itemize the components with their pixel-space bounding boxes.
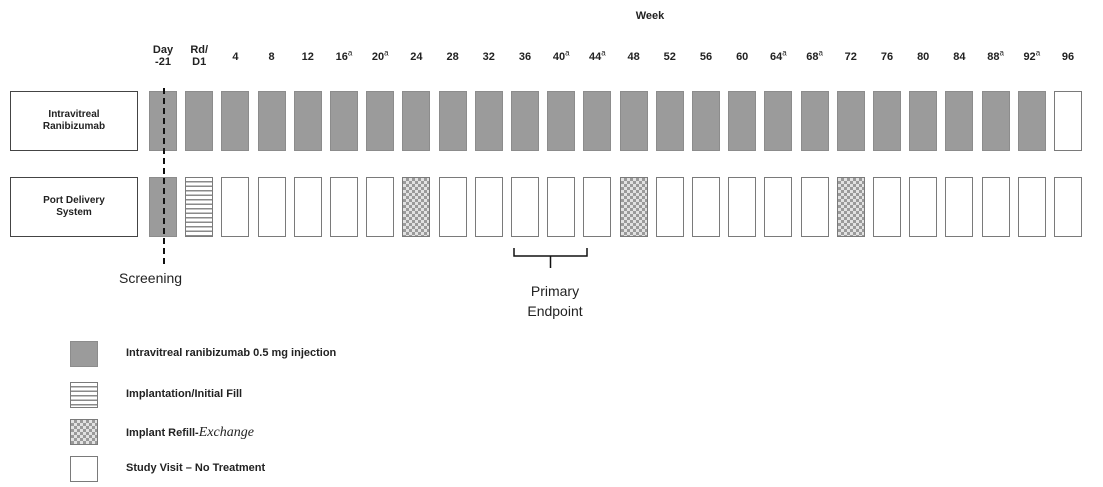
visit-cell-visit <box>981 177 1010 237</box>
visit-cell-visit <box>366 177 395 237</box>
column-header: 48 <box>627 51 640 63</box>
visit-cell-injection <box>547 91 576 151</box>
visit-cell-injection <box>619 91 648 151</box>
legend-label: Implant Refill-Exchange <box>126 425 254 440</box>
column-header: 24 <box>410 51 423 63</box>
visit-cell-injection <box>655 91 684 151</box>
column-header: Rd/D1 <box>190 44 209 68</box>
visit-cell-injection <box>366 91 395 151</box>
row-label-line: Ranibizumab <box>42 121 106 132</box>
visit-cell-visit <box>909 177 938 237</box>
visit-cell-injection <box>945 91 974 151</box>
column-header: 96 <box>1061 51 1075 63</box>
visit-cell-visit <box>583 177 612 237</box>
visit-cell-injection <box>1017 91 1046 151</box>
column-header: 84 <box>953 51 966 63</box>
visit-cell-injection <box>221 91 250 151</box>
column-header: 88a <box>987 48 1004 63</box>
visit-cell-visit <box>692 177 720 237</box>
visit-cell-visit <box>330 177 358 237</box>
visit-cell-visit <box>764 177 793 237</box>
column-header: 12 <box>301 51 314 63</box>
visit-cell-injection <box>438 91 467 151</box>
visit-cell-visit <box>1017 177 1046 237</box>
visit-cell-visit <box>511 177 539 237</box>
visit-cell-injection <box>257 91 286 151</box>
column-header: 72 <box>844 51 857 63</box>
column-header: 68a <box>806 48 823 63</box>
visit-cell-visit <box>873 177 901 237</box>
visit-cell-visit <box>655 177 684 237</box>
primary-endpoint-bracket <box>513 248 588 268</box>
visit-cell-injection <box>474 91 503 151</box>
visit-cell-injection <box>402 91 431 151</box>
visit-cell-visit <box>221 177 250 237</box>
legend-swatch-visit <box>70 456 98 482</box>
row-label-line: System <box>56 207 92 218</box>
visit-cell-visit <box>547 177 576 237</box>
column-header: 36 <box>518 51 532 63</box>
column-header: 20a <box>371 48 389 63</box>
column-header: 8 <box>268 51 275 63</box>
row-label-intravitreal: Intravitreal Ranibizumab <box>10 91 138 151</box>
visit-cell-refill <box>836 177 865 237</box>
endpoint-label-line: Endpoint <box>527 303 583 319</box>
visit-cell-visit <box>293 177 322 237</box>
column-header: 56 <box>699 51 713 63</box>
primary-endpoint-label: Primary Endpoint <box>515 281 595 321</box>
column-header: 4 <box>232 51 239 63</box>
visit-cell-injection <box>293 91 322 151</box>
column-header: Day -21 <box>152 44 174 68</box>
visit-cell-implant <box>185 177 214 237</box>
visit-cell-visit <box>945 177 974 237</box>
visit-cell-visit <box>438 177 467 237</box>
visit-cell-injection <box>800 91 829 151</box>
visit-cell-refill <box>402 177 431 237</box>
legend-swatch-refill <box>70 419 98 445</box>
visit-cell-visit <box>800 177 829 237</box>
column-header: 80 <box>917 51 930 63</box>
column-header: 40a <box>552 48 570 63</box>
visit-cell-refill <box>619 177 648 237</box>
legend-label: Study Visit – No Treatment <box>126 462 266 474</box>
visit-cell-injection <box>909 91 938 151</box>
visit-cell-injection <box>728 91 757 151</box>
visit-cell-injection <box>185 91 214 151</box>
column-header: 32 <box>482 51 495 63</box>
screening-label: Screening <box>119 270 183 286</box>
visit-cell-visit <box>728 177 757 237</box>
column-header: 76 <box>880 51 894 63</box>
legend-swatch-implant <box>70 382 98 408</box>
screening-dashed-line <box>163 88 165 264</box>
column-header: 44a <box>589 48 606 63</box>
visit-cell-injection <box>692 91 720 151</box>
column-header: 28 <box>446 51 459 63</box>
visit-cell-injection <box>981 91 1010 151</box>
column-header: 60 <box>736 51 749 63</box>
endpoint-label-line: Primary <box>530 283 580 299</box>
visit-cell-injection <box>511 91 539 151</box>
legend-label: Intravitreal ranibizumab 0.5 mg injectio… <box>126 347 337 359</box>
visit-cell-injection <box>583 91 612 151</box>
visit-cell-injection <box>836 91 865 151</box>
visit-cell-injection <box>330 91 358 151</box>
row-label-line: Port Delivery <box>43 195 105 206</box>
visit-cell-visit <box>257 177 286 237</box>
visit-cell-injection <box>873 91 901 151</box>
visit-cell-visit <box>1054 177 1082 237</box>
column-header: 16a <box>335 48 353 63</box>
visit-cell-visit <box>474 177 503 237</box>
row-label-port-delivery: Port Delivery System <box>10 177 138 237</box>
week-title: Week <box>635 10 665 22</box>
row-label-line: Intravitreal <box>48 109 100 120</box>
column-header: 92a <box>1023 48 1041 63</box>
legend-swatch-injection <box>70 341 98 367</box>
legend-label: Implantation/Initial Fill <box>126 388 243 400</box>
column-header: 52 <box>663 51 676 63</box>
column-header: 64a <box>770 48 787 63</box>
visit-cell-visit <box>1054 91 1082 151</box>
visit-cell-injection <box>764 91 793 151</box>
